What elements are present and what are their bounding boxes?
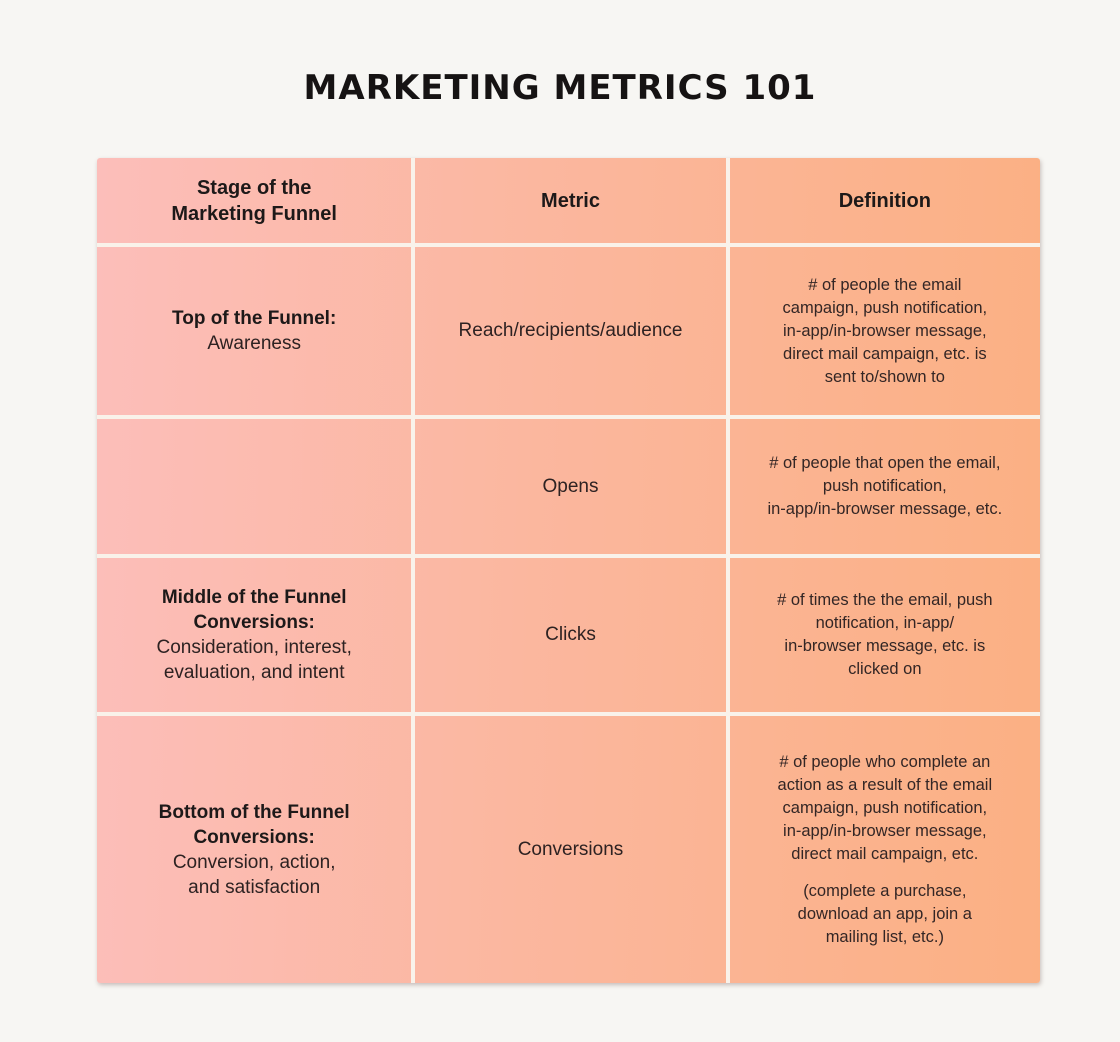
table-row-1-metric-cell: Reach/recipients/audience — [411, 243, 726, 415]
definition-value: # of times the the email, push notificat… — [777, 591, 993, 678]
header-metric-label: Metric — [541, 189, 600, 212]
table-row-3-metric-cell: Clicks — [411, 554, 726, 712]
stage-title: Top of the Funnel: — [172, 308, 337, 329]
table-row-4-metric-cell: Conversions — [411, 712, 726, 983]
definition-note: (complete a purchase, download an app, j… — [797, 881, 972, 946]
metric-value: Conversions — [517, 838, 624, 860]
metric-value: Clicks — [545, 624, 596, 645]
table-row-4-definition-cell: # of people who complete an action as a … — [725, 712, 1040, 983]
metrics-table: Stage of the Marketing Funnel Metric Def… — [97, 158, 1040, 983]
table-row-1-definition-cell: # of people the email campaign, push not… — [725, 243, 1040, 415]
page-title: MARKETING METRICS 101 — [303, 68, 817, 108]
table-row-4-stage-cell: Bottom of the Funnel Conversions: Conver… — [97, 712, 412, 983]
metric-value: Opens — [542, 475, 599, 497]
header-stage-label: Stage of the Marketing Funnel — [171, 176, 337, 225]
header-cell-stage: Stage of the Marketing Funnel — [97, 158, 411, 243]
stage-subtitle: Awareness — [207, 333, 301, 354]
stage-title: Bottom of the Funnel Conversions: — [158, 801, 350, 848]
table-row-2-stage-cell — [97, 415, 412, 554]
metric-value: Reach/recipients/audience — [458, 320, 683, 341]
stage-subtitle: Conversion, action, and satisfaction — [172, 851, 336, 898]
definition-value: # of people who complete an action as a … — [777, 752, 993, 863]
stage-title: Middle of the Funnel Conversions: — [161, 587, 347, 633]
table-row-1-stage-cell: Top of the Funnel: Awareness — [97, 243, 412, 415]
table-row-2-metric-cell: Opens — [411, 415, 726, 554]
table-row-3-definition-cell: # of times the the email, push notificat… — [725, 554, 1040, 712]
header-cell-metric: Metric — [411, 158, 725, 243]
table-row-3-stage-cell: Middle of the Funnel Conversions: Consid… — [97, 554, 412, 712]
table-row-2-definition-cell: # of people that open the email, push no… — [725, 415, 1040, 554]
header-cell-definition: Definition — [725, 158, 1040, 243]
definition-value: # of people that open the email, push no… — [767, 454, 1003, 518]
header-definition-label: Definition — [838, 189, 931, 212]
definition-value: # of people the email campaign, push not… — [782, 275, 988, 386]
stage-subtitle: Consideration, interest, evaluation, and… — [156, 637, 352, 683]
